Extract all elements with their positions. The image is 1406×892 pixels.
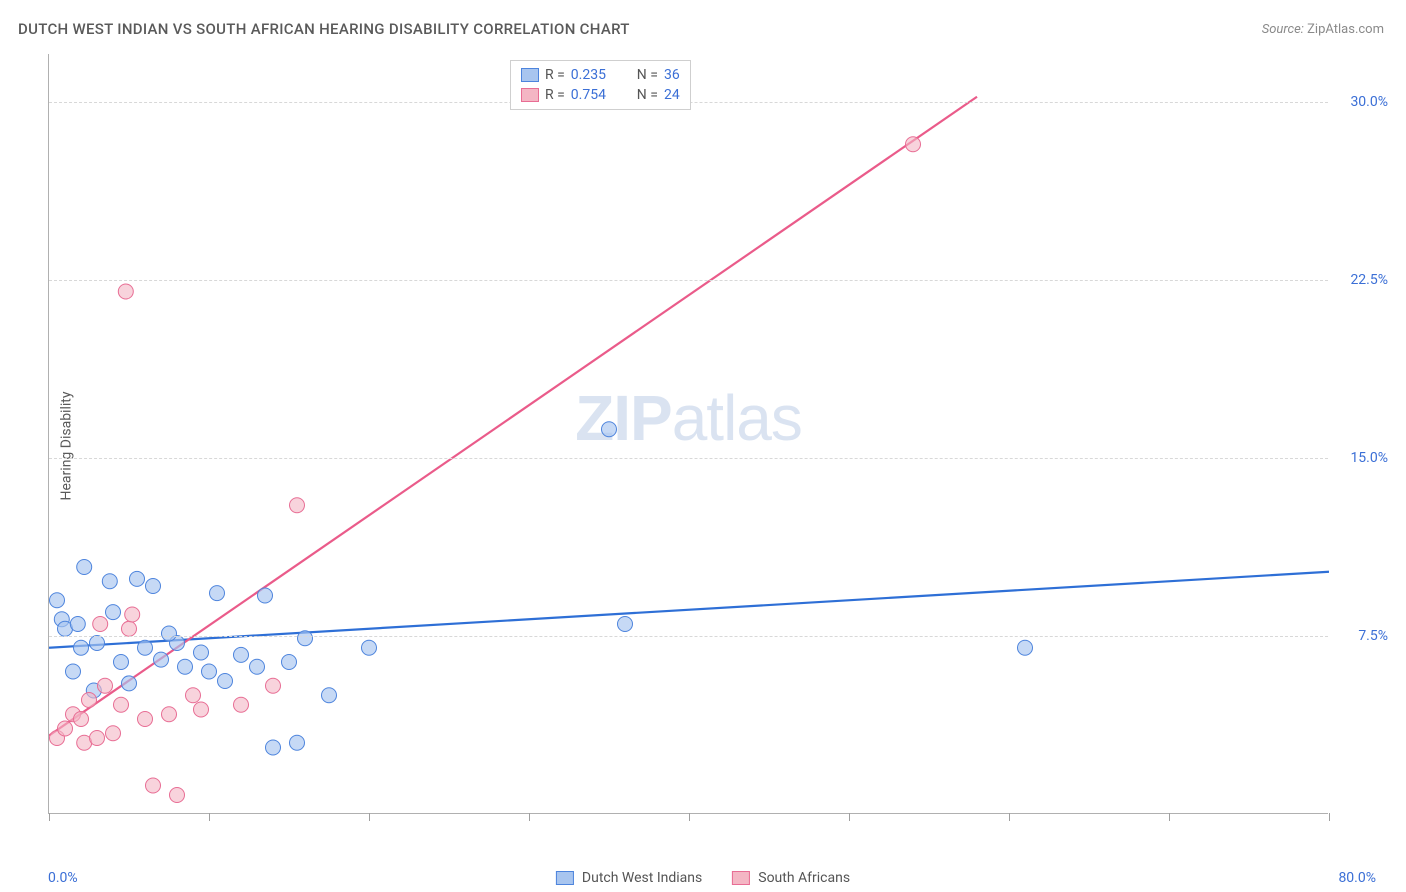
x-tick — [529, 813, 530, 821]
legend-item-pink: South Africans — [732, 870, 850, 886]
x-axis-min-label: 0.0% — [48, 870, 78, 886]
swatch-pink-icon — [732, 871, 750, 885]
y-tick-label: 22.5% — [1350, 272, 1388, 288]
data-point — [74, 712, 89, 727]
data-point — [106, 605, 121, 620]
x-tick — [849, 813, 850, 821]
data-point — [130, 571, 145, 586]
data-point — [82, 693, 97, 708]
data-point — [70, 617, 85, 632]
data-point — [74, 640, 89, 655]
data-point — [50, 593, 65, 608]
data-point — [178, 659, 193, 674]
legend-label-blue: Dutch West Indians — [582, 870, 702, 886]
r-label: R = — [545, 67, 565, 83]
source-credit: Source: ZipAtlas.com — [1262, 22, 1384, 37]
x-tick — [1009, 813, 1010, 821]
r-label: R = — [545, 87, 565, 103]
data-point — [202, 664, 217, 679]
data-point — [77, 560, 92, 575]
data-point — [125, 607, 140, 622]
n-value-pink: 24 — [664, 87, 680, 103]
data-point — [138, 712, 153, 727]
x-tick — [1329, 813, 1330, 821]
data-point — [618, 617, 633, 632]
data-point — [322, 688, 337, 703]
data-point — [266, 740, 281, 755]
data-point — [258, 588, 273, 603]
data-point — [234, 697, 249, 712]
series-legend: Dutch West Indians South Africans — [556, 870, 850, 886]
x-tick — [689, 813, 690, 821]
data-point — [210, 586, 225, 601]
data-point — [1018, 640, 1033, 655]
data-point — [290, 498, 305, 513]
x-tick — [369, 813, 370, 821]
source-label: Source: — [1262, 22, 1304, 37]
source-value: ZipAtlas.com — [1307, 22, 1384, 37]
data-point — [162, 626, 177, 641]
data-point — [102, 574, 117, 589]
legend-item-blue: Dutch West Indians — [556, 870, 702, 886]
swatch-blue-icon — [556, 871, 574, 885]
data-point — [118, 284, 133, 299]
data-point — [90, 731, 105, 746]
data-point — [122, 676, 137, 691]
data-point — [146, 579, 161, 594]
legend-label-pink: South Africans — [758, 870, 850, 886]
data-point — [250, 659, 265, 674]
y-tick-label: 15.0% — [1350, 450, 1388, 466]
gridline — [49, 636, 1328, 637]
data-point — [282, 655, 297, 670]
swatch-pink-icon — [521, 88, 539, 102]
correlation-legend: R = 0.235 N = 36 R = 0.754 N = 24 — [510, 60, 691, 110]
data-point — [98, 678, 113, 693]
data-point — [106, 726, 121, 741]
data-point — [90, 636, 105, 651]
data-point — [194, 645, 209, 660]
data-point — [906, 137, 921, 152]
r-value-blue: 0.235 — [571, 67, 621, 83]
data-point — [114, 655, 129, 670]
pink-trend — [49, 97, 977, 736]
data-point — [170, 788, 185, 803]
data-point — [234, 647, 249, 662]
n-label: N = — [637, 67, 658, 83]
n-label: N = — [637, 87, 658, 103]
gridline — [49, 458, 1328, 459]
r-value-pink: 0.754 — [571, 87, 621, 103]
legend-row-pink: R = 0.754 N = 24 — [521, 85, 680, 105]
x-tick — [49, 813, 50, 821]
data-point — [154, 652, 169, 667]
data-point — [66, 664, 81, 679]
gridline — [49, 280, 1328, 281]
data-point — [138, 640, 153, 655]
data-point — [602, 422, 617, 437]
data-point — [218, 674, 233, 689]
data-point — [162, 707, 177, 722]
n-value-blue: 36 — [664, 67, 680, 83]
swatch-blue-icon — [521, 68, 539, 82]
data-point — [362, 640, 377, 655]
data-point — [58, 721, 73, 736]
y-tick-label: 7.5% — [1358, 628, 1388, 644]
x-tick — [209, 813, 210, 821]
data-point — [93, 617, 108, 632]
data-point — [114, 697, 129, 712]
plot-area: ZIPatlas — [48, 54, 1328, 814]
data-point — [146, 778, 161, 793]
data-point — [194, 702, 209, 717]
data-point — [290, 735, 305, 750]
x-axis-max-label: 80.0% — [1338, 870, 1376, 886]
data-point — [186, 688, 201, 703]
legend-row-blue: R = 0.235 N = 36 — [521, 65, 680, 85]
y-tick-label: 30.0% — [1350, 94, 1388, 110]
scatter-svg — [49, 54, 1329, 814]
x-tick — [1169, 813, 1170, 821]
data-point — [266, 678, 281, 693]
chart-title: DUTCH WEST INDIAN VS SOUTH AFRICAN HEARI… — [18, 20, 630, 38]
data-point — [122, 621, 137, 636]
data-point — [298, 631, 313, 646]
